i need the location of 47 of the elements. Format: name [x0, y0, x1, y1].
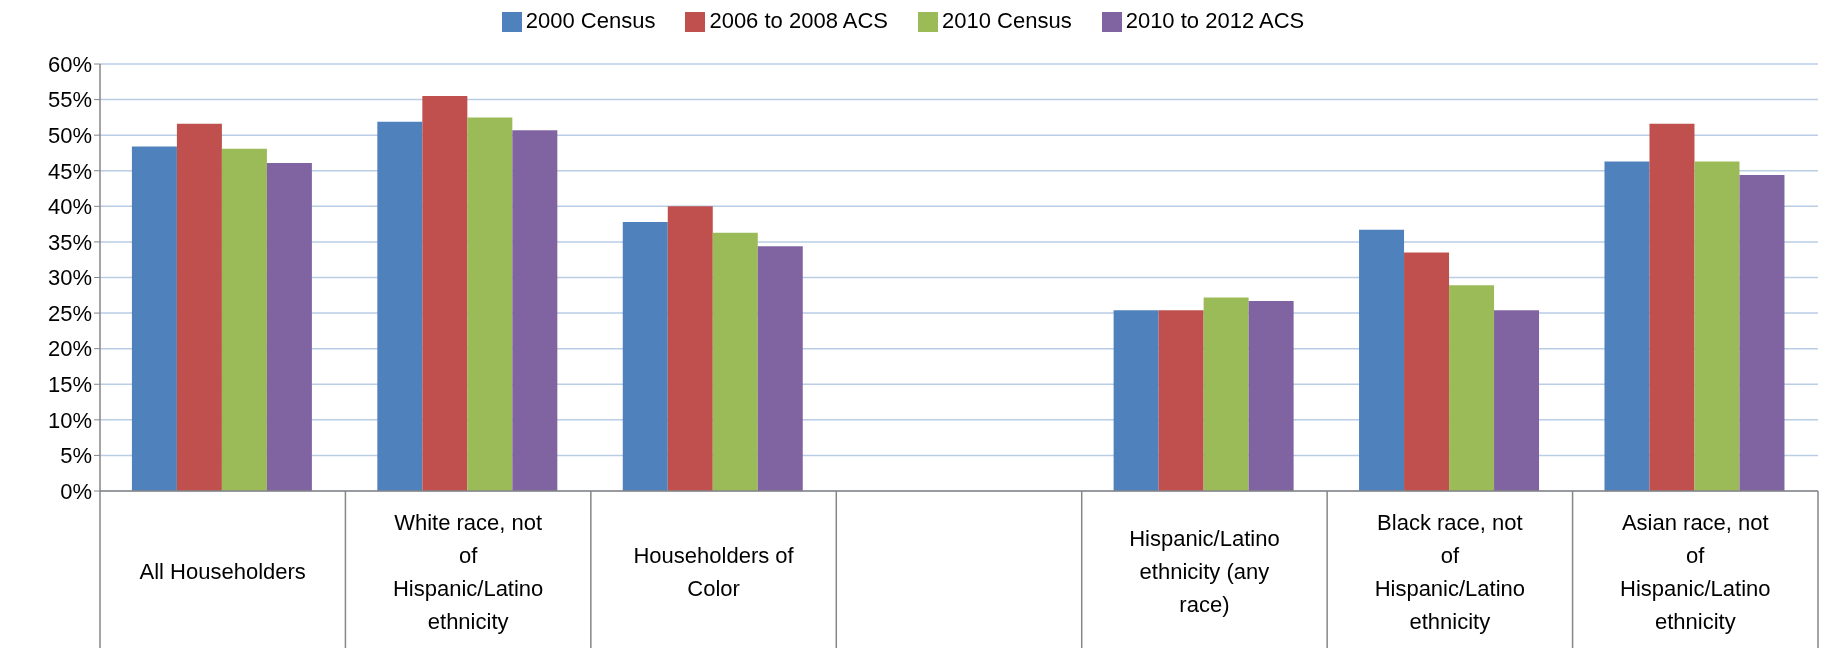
y-tick-label: 10%: [47, 407, 92, 433]
bar: [1694, 161, 1740, 491]
legend-label: 2010 Census: [942, 8, 1072, 33]
bar: [1739, 175, 1785, 491]
bar: [1359, 229, 1405, 491]
y-tick-label: 45%: [47, 158, 92, 184]
legend-label: 2010 to 2012 ACS: [1125, 8, 1305, 33]
bar: [622, 221, 668, 491]
x-tick-label: White race, not of Hispanic/Latino ethnicity: [392, 509, 544, 634]
y-tick-label: 30%: [47, 265, 92, 291]
x-tick-label: Asian race, not of Hispanic/Latino ethnicity: [1620, 509, 1771, 634]
x-tick-label: All Householders: [139, 559, 306, 585]
x-tick-label: Householders of Color: [633, 542, 795, 601]
bar: [757, 246, 803, 491]
legend-label: 2006 to 2008 ACS: [709, 8, 888, 33]
bar: [1449, 285, 1495, 491]
bar: [712, 232, 758, 491]
y-tick-label: 35%: [47, 229, 92, 255]
bar: [1203, 297, 1249, 491]
bar: [176, 123, 222, 491]
bar: [377, 121, 423, 491]
bar: [266, 162, 312, 491]
bar: [221, 148, 267, 491]
x-tick-label: Black race, not of Hispanic/Latino ethnicity: [1374, 509, 1526, 634]
y-tick-label: 5%: [60, 443, 92, 469]
bar: [467, 117, 513, 491]
bar: [1404, 252, 1450, 491]
x-tick-label: Hispanic/Latino ethnicity (any race): [1129, 526, 1280, 618]
bar: [667, 206, 713, 491]
bar: [1248, 300, 1294, 491]
bar: [131, 146, 177, 491]
y-tick-label: 0%: [60, 478, 92, 504]
y-tick-label: 60%: [47, 51, 92, 77]
bar: [1649, 123, 1695, 491]
bar: [1604, 161, 1650, 491]
bar: [512, 130, 558, 491]
y-tick-label: 20%: [47, 336, 92, 362]
y-tick-label: 25%: [47, 300, 92, 326]
bar: [1158, 310, 1204, 491]
y-tick-label: 55%: [47, 87, 92, 113]
bar: [1113, 310, 1159, 491]
y-tick-label: 15%: [47, 372, 92, 398]
y-tick-label: 40%: [47, 194, 92, 220]
bar: [422, 96, 468, 491]
bar: [1494, 310, 1540, 491]
legend-label: 2000 Census: [525, 8, 656, 33]
y-tick-label: 50%: [47, 122, 92, 148]
